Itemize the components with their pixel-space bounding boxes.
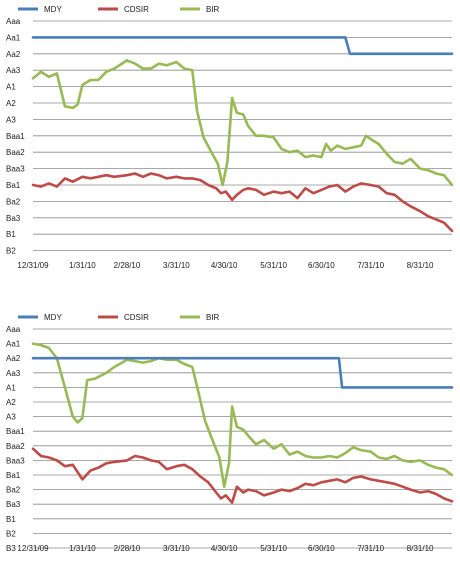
y-tick-label-ba3: Ba3 [6,500,21,509]
y-tick-label-b1: B1 [6,515,16,524]
x-tick-label-1-31-10: 1/31/10 [69,544,96,553]
y-tick-label-baa3: Baa3 [6,165,25,174]
series-line-cdsir [31,447,454,505]
y-tick-label-ba1: Ba1 [6,471,21,480]
y-tick-label-a3: A3 [6,115,16,124]
y-tick-label-baa1: Baa1 [6,132,25,141]
y-tick-label-aa1: Aa1 [6,33,21,42]
series-line-mdy [31,36,454,56]
y-tick-label-b1: B1 [6,230,16,239]
y-tick-label-baa3: Baa3 [6,456,25,465]
legend-label-cdsir: CDSIR [124,313,149,322]
y-tick-label-a1: A1 [6,383,16,392]
x-tick-label-3-31-10: 3/31/10 [163,261,190,270]
y-tick-label-b2: B2 [6,247,16,256]
y-tick-label-a3: A3 [6,413,16,422]
x-tick-label-5-31-10: 5/31/10 [260,261,287,270]
chart-top: MDY CDSIR BIR Aaa Aa1 Aa2 Aa3 A1 A2 A3 Baa1 Baa2 Baa… [6,5,454,270]
x-tick-label-2-28-10: 2/28/10 [114,261,141,270]
x-tick-label-4-30-10: 4/30/10 [211,261,238,270]
x-tick-label-6-30-10: 6/30/10 [308,544,335,553]
y-tick-label-aa3: Aa3 [6,369,21,378]
legend-label-mdy: MDY [44,5,62,14]
x-tick-label-6-30-10: 6/30/10 [308,261,335,270]
legend-label-mdy: MDY [44,313,62,322]
y-tick-label-aa3: Aa3 [6,66,21,75]
x-tick-label-12-31-09: 12/31/09 [17,544,49,553]
y-tick-label-ba1: Ba1 [6,181,21,190]
y-tick-label-ba2: Ba2 [6,197,21,206]
y-tick-label-ba2: Ba2 [6,486,21,495]
y-tick-label-aaa: Aaa [6,325,21,334]
x-tick-label-7-31-10: 7/31/10 [357,544,384,553]
y-tick-label-baa1: Baa1 [6,427,25,436]
y-tick-label-aa2: Aa2 [6,354,21,363]
x-tick-label-8-31-10: 8/31/10 [407,261,434,270]
x-tick-label-8-31-10: 8/31/10 [407,544,434,553]
x-tick-label-12-31-09: 12/31/09 [17,261,49,270]
series-line-bir [31,59,454,187]
y-tick-label-aaa: Aaa [6,17,21,26]
series-line-mdy [31,356,454,389]
x-tick-label-3-31-10: 3/31/10 [163,544,190,553]
y-tick-label-baa2: Baa2 [6,442,25,451]
series-line-cdsir [31,172,454,233]
y-tick-label-b2: B2 [6,529,16,538]
x-tick-label-7-31-10: 7/31/10 [357,261,384,270]
y-tick-label-a2: A2 [6,99,16,108]
legend-label-cdsir: CDSIR [124,5,149,14]
y-tick-label-aa1: Aa1 [6,340,21,349]
y-tick-label-a2: A2 [6,398,16,407]
x-tick-label-1-31-10: 1/31/10 [69,261,96,270]
x-tick-label-5-31-10: 5/31/10 [260,544,287,553]
x-tick-label-4-30-10: 4/30/10 [211,544,238,553]
legend-label-bir: BIR [206,5,220,14]
y-tick-label-b3: B3 [6,544,16,553]
x-tick-label-2-28-10: 2/28/10 [114,544,141,553]
legend-label-bir: BIR [206,313,220,322]
series-line-bir [31,342,454,489]
y-tick-label-aa2: Aa2 [6,50,21,59]
y-tick-label-ba3: Ba3 [6,214,21,223]
y-tick-label-baa2: Baa2 [6,148,25,157]
y-tick-label-a1: A1 [6,83,16,92]
chart-bottom: MDY CDSIR BIR Aaa Aa1 Aa2 Aa3 A1 A2 A3 Baa1 Baa2 Baa… [6,313,454,553]
